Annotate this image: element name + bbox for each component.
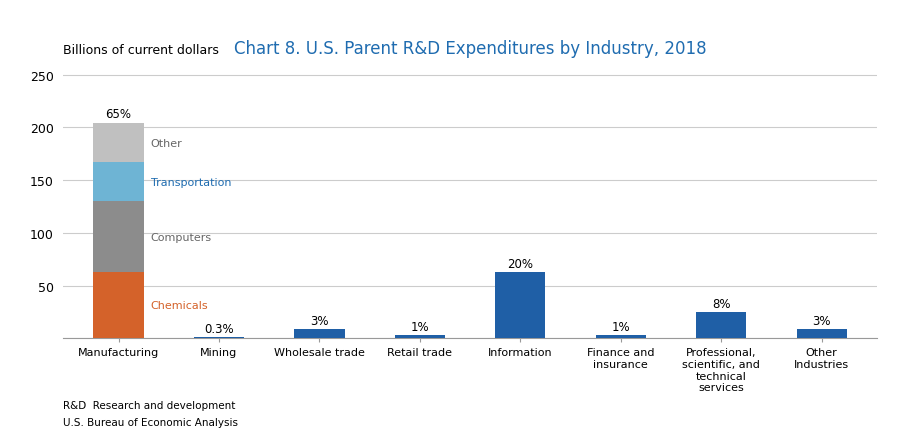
Text: Billions of current dollars: Billions of current dollars — [63, 43, 219, 56]
Bar — [796, 329, 846, 339]
Bar — [595, 335, 645, 339]
Text: Chemicals: Chemicals — [151, 300, 208, 310]
Title: Chart 8. U.S. Parent R&D Expenditures by Industry, 2018: Chart 8. U.S. Parent R&D Expenditures by… — [234, 40, 705, 58]
Text: 0.3%: 0.3% — [204, 322, 234, 335]
Text: R&D  Research and development: R&D Research and development — [63, 400, 236, 410]
Text: 3%: 3% — [310, 314, 329, 327]
Bar — [93, 202, 144, 272]
Text: U.S. Bureau of Economic Analysis: U.S. Bureau of Economic Analysis — [63, 418, 238, 427]
Text: 65%: 65% — [106, 108, 131, 121]
Text: Computers: Computers — [151, 232, 211, 242]
Bar — [193, 338, 244, 339]
Bar — [93, 124, 144, 163]
Text: 1%: 1% — [610, 320, 629, 333]
Text: 3%: 3% — [812, 314, 830, 327]
Text: 8%: 8% — [712, 297, 730, 310]
Text: 1%: 1% — [410, 320, 429, 333]
Text: Other: Other — [151, 138, 182, 148]
Bar — [93, 163, 144, 202]
Bar — [495, 272, 545, 339]
Bar — [695, 312, 746, 339]
Text: 20%: 20% — [507, 257, 533, 270]
Bar — [294, 329, 344, 339]
Bar — [395, 335, 444, 339]
Text: Transportation: Transportation — [151, 178, 231, 187]
Bar — [93, 272, 144, 339]
